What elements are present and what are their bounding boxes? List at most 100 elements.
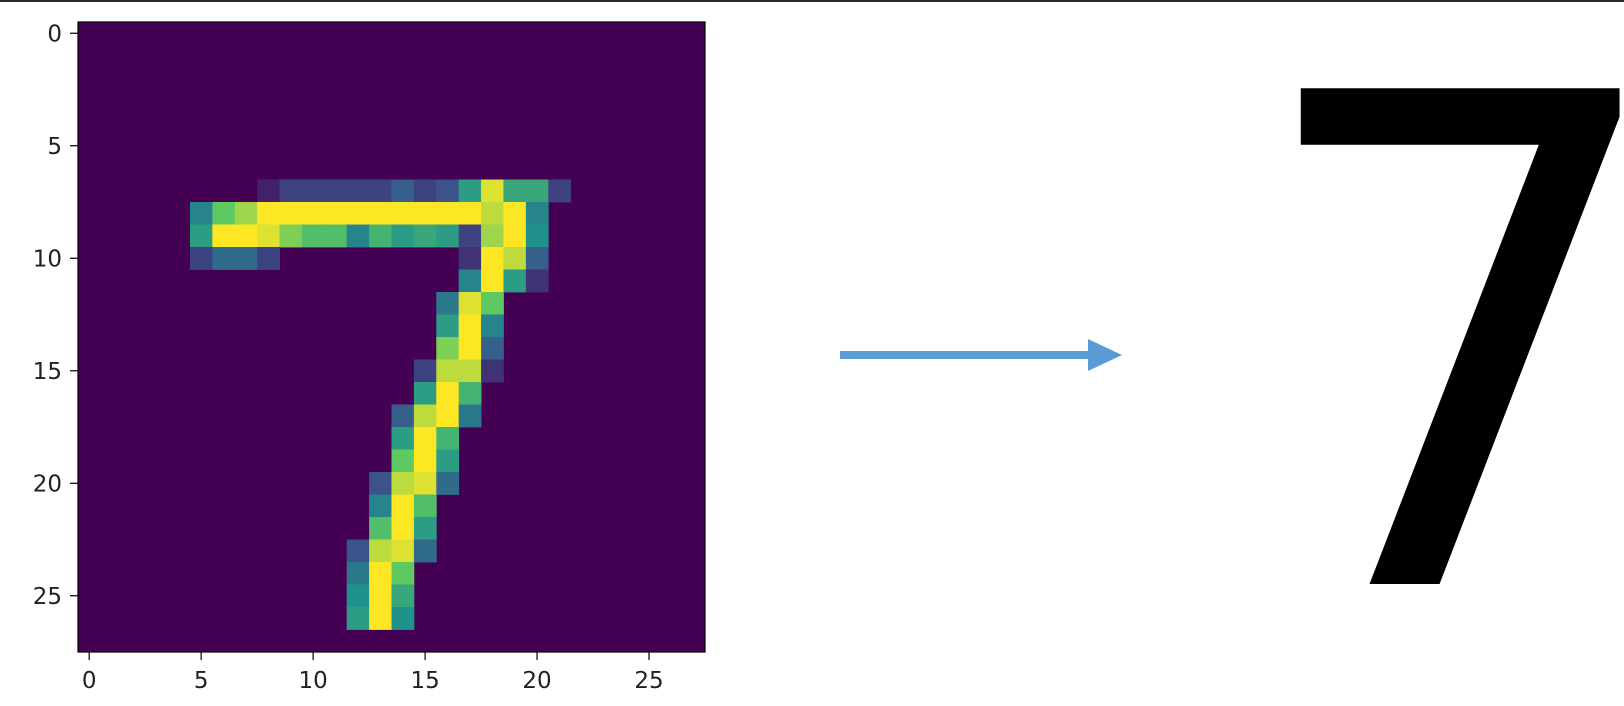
heatmap-pixel [458, 404, 482, 428]
heatmap-pixel [436, 404, 460, 428]
heatmap-pixel [413, 472, 437, 495]
heatmap-pixel [413, 179, 437, 203]
heatmap-pixel [391, 539, 415, 563]
heatmap-pixel [413, 224, 437, 248]
heatmap-pixel [436, 337, 460, 360]
heatmap-pixel [458, 247, 482, 270]
right-arrow-icon [840, 339, 1122, 371]
heatmap-pixel [391, 449, 415, 473]
heatmap-plot-area [78, 22, 705, 652]
heatmap-pixel [391, 472, 415, 495]
heatmap-pixel [369, 607, 392, 630]
heatmap-pixel [369, 539, 392, 563]
y-tick-label: 10 [33, 246, 62, 272]
heatmap-pixel [324, 179, 348, 203]
heatmap-pixel [279, 224, 303, 248]
heatmap-pixel [481, 247, 504, 270]
heatmap-pixel [503, 179, 527, 203]
heatmap-pixel [301, 202, 325, 225]
heatmap-axes: 0 5 10 15 20 25 0 5 10 15 20 25 [33, 21, 706, 694]
heatmap-pixel [413, 359, 437, 383]
heatmap-pixel [324, 224, 348, 248]
predicted-digit-label: 7 [1245, 20, 1624, 680]
heatmap-pixel [369, 562, 392, 585]
digit-heatmap-figure: 0 5 10 15 20 25 0 5 10 15 20 25 [33, 21, 706, 694]
heatmap-pixel [391, 427, 415, 450]
heatmap-pixel [436, 224, 460, 248]
heatmap-pixel [436, 202, 460, 225]
heatmap-pixel [458, 314, 482, 338]
heatmap-pixel [525, 269, 549, 293]
heatmap-pixel [391, 404, 415, 428]
heatmap-pixel [391, 179, 415, 203]
y-tick-label: 25 [33, 584, 62, 610]
heatmap-pixel [481, 292, 504, 315]
heatmap-pixel [458, 337, 482, 360]
heatmap-pixel [525, 179, 549, 203]
heatmap-pixel [481, 202, 504, 225]
heatmap-pixel [458, 359, 482, 383]
x-tick-label: 25 [634, 668, 663, 694]
heatmap-pixel [458, 202, 482, 225]
heatmap-pixel [189, 247, 213, 270]
heatmap-pixel [257, 224, 280, 248]
heatmap-pixel [391, 562, 415, 585]
heatmap-pixel [391, 517, 415, 540]
heatmap-pixel [346, 539, 370, 563]
heatmap-pixel [324, 202, 348, 225]
heatmap-pixel [234, 224, 258, 248]
y-tick-label: 15 [33, 359, 62, 385]
heatmap-pixel [413, 449, 437, 473]
heatmap-pixel [525, 247, 549, 270]
heatmap-pixel [436, 314, 460, 338]
heatmap-pixel [503, 202, 527, 225]
heatmap-pixel [369, 517, 392, 540]
heatmap-pixel [503, 247, 527, 270]
heatmap-pixel [481, 314, 504, 338]
heatmap-pixel [346, 562, 370, 585]
heatmap-pixel [413, 382, 437, 405]
heatmap-pixel [369, 179, 392, 203]
heatmap-pixel [301, 224, 325, 248]
heatmap-pixel [369, 584, 392, 608]
heatmap-pixel [458, 224, 482, 248]
heatmap-pixel [458, 269, 482, 293]
heatmap-pixel [369, 202, 392, 225]
heatmap-pixel [189, 224, 213, 248]
heatmap-pixel [413, 427, 437, 450]
heatmap-pixel [189, 202, 213, 225]
heatmap-pixel [257, 247, 280, 270]
heatmap-pixel [346, 224, 370, 248]
y-tick-label: 0 [47, 21, 62, 47]
heatmap-pixel [301, 179, 325, 203]
heatmap-pixel [503, 269, 527, 293]
heatmap-pixel [391, 584, 415, 608]
heatmap-pixel [369, 494, 392, 518]
heatmap-pixel [257, 179, 280, 203]
heatmap-pixel [212, 224, 236, 248]
heatmap-pixel [346, 179, 370, 203]
heatmap-pixel [458, 382, 482, 405]
heatmap-pixel [391, 202, 415, 225]
heatmap-pixel [279, 202, 303, 225]
heatmap-pixel [413, 404, 437, 428]
x-tick-label: 0 [82, 668, 97, 694]
heatmap-pixel [525, 224, 549, 248]
heatmap-pixel [458, 179, 482, 203]
heatmap-pixel [436, 472, 460, 495]
heatmap-pixel [413, 202, 437, 225]
heatmap-pixel [391, 494, 415, 518]
heatmap-pixel [234, 247, 258, 270]
heatmap-pixel [436, 427, 460, 450]
x-tick-label: 20 [522, 668, 551, 694]
heatmap-pixel [436, 292, 460, 315]
heatmap-pixel [234, 202, 258, 225]
heatmap-pixel [436, 449, 460, 473]
heatmap-pixel [369, 472, 392, 495]
x-tick-label: 15 [410, 668, 439, 694]
heatmap-pixel [481, 269, 504, 293]
heatmap-pixel [436, 179, 460, 203]
y-tick-label: 20 [33, 471, 62, 497]
x-tick-label: 5 [194, 668, 209, 694]
heatmap-pixel [481, 179, 504, 203]
